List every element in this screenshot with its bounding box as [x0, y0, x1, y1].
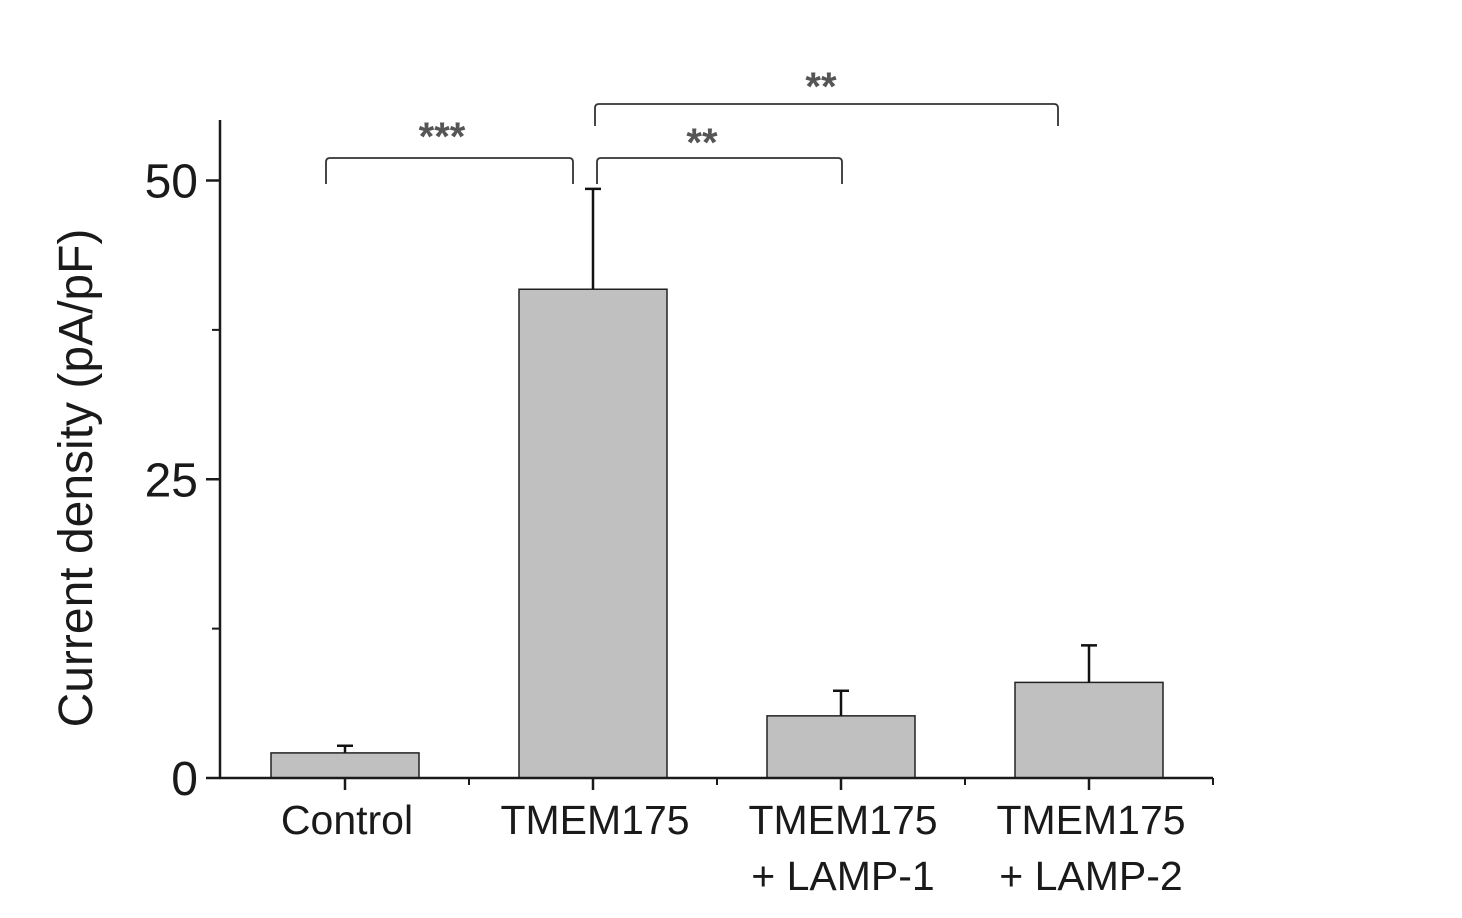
significance-bracket-1 — [325, 157, 574, 184]
category-label-3-line-1: TMEM175 — [748, 797, 937, 843]
y-tick-label-1: 0 — [171, 753, 198, 806]
category-label-1: Control — [281, 797, 413, 843]
significance-label-1: *** — [419, 115, 466, 159]
y-tick-label-3: 50 — [145, 156, 198, 209]
bar-2 — [518, 288, 668, 779]
category-label-4-line-1: TMEM175 — [996, 797, 1185, 843]
category-label-2: TMEM175 — [500, 797, 689, 843]
axes-group — [218, 120, 1214, 790]
significance-group: *** **** — [325, 65, 1059, 184]
y-tick-label-2: 25 — [145, 454, 198, 507]
significance-bracket-2 — [596, 157, 843, 184]
bar-3 — [766, 715, 916, 779]
y-ticks-group: 0 25 50 — [145, 156, 220, 806]
significance-bracket-3 — [594, 103, 1059, 126]
category-labels-group: Control TMEM175 TMEM175 + LAMP-1 TMEM175 + LA… — [281, 797, 1186, 899]
category-label-3-line-2: + LAMP-1 — [751, 853, 934, 899]
error-bars-group — [337, 187, 1097, 753]
significance-label-3: ** — [805, 65, 837, 109]
significance-label-2: ** — [686, 121, 718, 165]
y-axis-title: Current density (pA/pF) — [50, 229, 103, 728]
bar-1 — [270, 752, 420, 779]
bars-group — [270, 288, 1164, 779]
category-label-4-line-2: + LAMP-2 — [999, 853, 1182, 899]
bar-4 — [1014, 681, 1164, 779]
